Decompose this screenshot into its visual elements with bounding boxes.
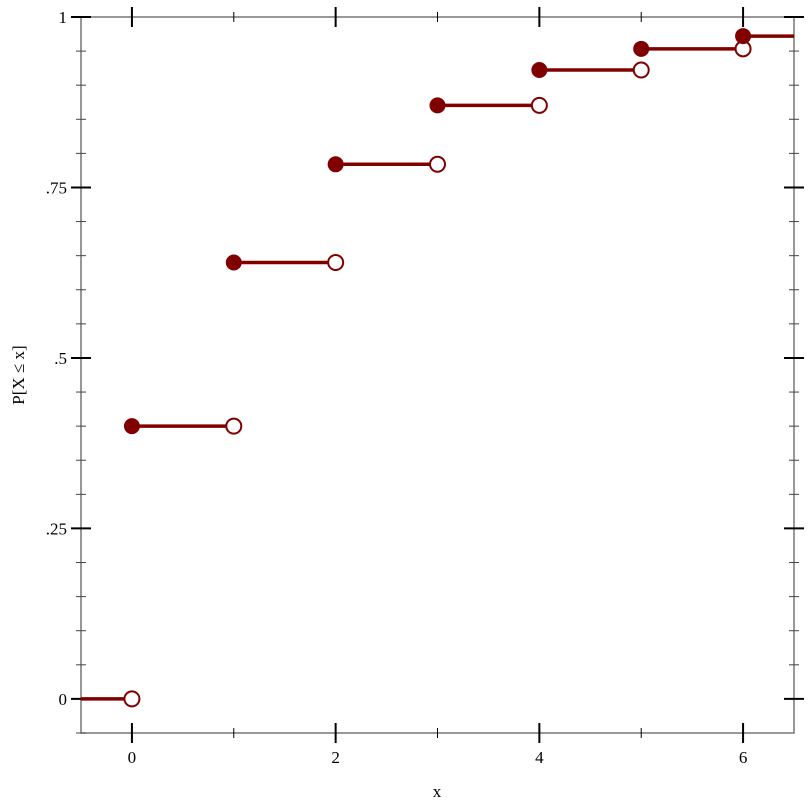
- y-tick-label: .25: [46, 519, 67, 538]
- axes: 0 2 4 6 0 .25 .5 .75 1: [46, 7, 804, 767]
- open-point: [530, 96, 548, 114]
- y-tick-label: .5: [54, 349, 67, 368]
- x-tick-label: 0: [128, 748, 137, 767]
- open-point: [225, 417, 243, 435]
- open-point: [429, 155, 446, 173]
- x-tick-label: 2: [331, 748, 340, 767]
- plot-frame: [80, 16, 795, 734]
- closed-point: [225, 254, 242, 271]
- closed-point: [531, 62, 548, 79]
- open-point: [632, 61, 650, 79]
- y-tick-label: 0: [59, 690, 68, 709]
- x-tick-label: 4: [535, 748, 544, 767]
- closed-point: [429, 97, 446, 114]
- y-axis-label: P[X ≤ x]: [9, 345, 28, 404]
- y-tick-label: .75: [46, 178, 67, 197]
- y-tick-label: 1: [59, 8, 68, 27]
- open-point: [327, 253, 345, 271]
- closed-point: [327, 156, 344, 173]
- step-marks: [81, 28, 794, 708]
- closed-point: [633, 40, 650, 57]
- closed-point: [735, 28, 752, 45]
- open-point: [123, 690, 141, 708]
- x-axis-label: x: [433, 782, 442, 801]
- x-tick-label: 6: [739, 748, 748, 767]
- closed-point: [123, 418, 140, 435]
